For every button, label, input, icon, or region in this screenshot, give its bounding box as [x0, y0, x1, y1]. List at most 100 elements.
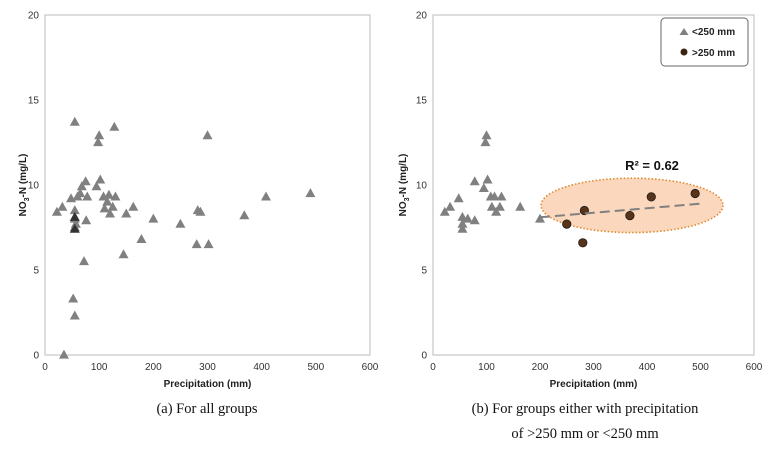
data-point	[261, 191, 271, 201]
data-point	[68, 293, 79, 303]
data-point	[95, 174, 106, 184]
data-point	[82, 191, 93, 201]
data-point	[79, 256, 89, 266]
data-point	[107, 201, 118, 211]
data-point	[69, 205, 80, 215]
data-point	[562, 219, 572, 229]
data-point	[515, 201, 526, 211]
x-tick-label: 500	[307, 362, 324, 373]
data-point	[453, 193, 464, 203]
data-point	[486, 201, 497, 211]
data-point	[469, 176, 480, 186]
y-tick-label: 5	[421, 266, 427, 277]
data-point	[239, 210, 250, 220]
data-point	[175, 218, 186, 228]
legend-label-above-250: >250 mm	[692, 48, 735, 59]
data-point	[481, 130, 492, 140]
data-point	[445, 201, 456, 211]
data-point	[578, 238, 588, 248]
data-points-a	[51, 116, 316, 359]
data-point	[118, 249, 129, 259]
x-axis-title-a: Precipitation (mm)	[164, 379, 252, 390]
x-tick-label: 600	[362, 362, 379, 373]
y-tick-label: 20	[416, 11, 428, 22]
x-tick-label: 600	[746, 362, 763, 373]
data-point	[80, 176, 91, 186]
data-point	[489, 191, 500, 201]
x-tick-label: 100	[478, 362, 495, 373]
x-tick-labels-a: 0 100 200 300 400 500 600	[42, 362, 379, 373]
data-point	[457, 211, 468, 221]
legend-label-below-250: <250 mm	[692, 27, 735, 38]
data-point	[491, 206, 502, 216]
y-tick-label: 10	[28, 181, 40, 192]
r-squared-label: R² = 0.62	[625, 158, 679, 173]
data-point	[70, 218, 81, 228]
data-point	[478, 183, 489, 192]
data-point	[136, 234, 147, 243]
data-point	[75, 188, 86, 198]
data-point	[81, 215, 92, 225]
y-tick-label: 20	[28, 11, 40, 22]
data-point	[102, 196, 113, 206]
legend: <250 mm >250 mm	[660, 17, 749, 67]
data-point	[457, 223, 468, 233]
y-axis-title-a: NO3-N (mg/L)	[18, 154, 31, 217]
data-point	[69, 116, 80, 126]
data-point	[462, 213, 473, 223]
x-axis-title-b: Precipitation (mm)	[550, 379, 638, 390]
legend-marker-below-250	[679, 28, 689, 35]
data-point	[195, 206, 206, 216]
data-point	[480, 137, 491, 147]
plot-area-b	[432, 14, 755, 356]
data-point	[202, 130, 213, 140]
data-point	[69, 310, 80, 320]
data-point	[109, 121, 120, 131]
x-tick-label: 200	[145, 362, 162, 373]
data-point	[625, 211, 635, 221]
data-point	[148, 213, 159, 223]
data-point	[457, 218, 468, 228]
plot-area-a	[44, 14, 371, 356]
data-point	[69, 211, 80, 221]
y-tick-labels-a: 0 5 10 15 20	[28, 11, 40, 362]
x-tick-label: 100	[91, 362, 108, 373]
x-tick-label: 300	[585, 362, 602, 373]
data-point	[103, 189, 114, 199]
caption-b-line-1: (b) For groups either with precipitation	[471, 401, 699, 417]
data-point	[121, 208, 132, 218]
data-point	[99, 203, 110, 213]
data-point	[128, 201, 139, 211]
data-point	[203, 239, 214, 249]
data-point	[91, 181, 102, 191]
data-point	[535, 213, 545, 223]
data-point	[646, 192, 656, 202]
y-tick-label: 5	[33, 266, 39, 277]
y-tick-labels-b: 0 5 10 15 20	[416, 11, 428, 362]
data-point	[305, 188, 316, 198]
trendline	[539, 202, 701, 219]
y-tick-label: 10	[416, 181, 428, 192]
caption-a: (a) For all groups	[156, 401, 258, 417]
x-tick-labels-b: 0 100 200 300 400 500 600	[430, 362, 763, 373]
data-point	[482, 174, 493, 184]
data-point	[51, 206, 62, 216]
x-tick-label: 400	[253, 362, 270, 373]
highlight-ellipse	[540, 177, 724, 234]
data-point	[469, 215, 480, 225]
data-point	[105, 208, 115, 218]
data-point	[93, 137, 104, 147]
y-tick-label: 15	[28, 96, 40, 107]
data-point	[58, 349, 69, 359]
data-point	[496, 191, 507, 201]
y-tick-label: 0	[33, 351, 39, 362]
x-tick-label: 0	[430, 362, 436, 373]
data-point	[94, 130, 105, 140]
data-point	[191, 239, 202, 249]
data-point	[76, 181, 87, 191]
y-tick-label: 15	[416, 96, 428, 107]
data-point	[69, 223, 80, 233]
data-point	[110, 191, 121, 201]
x-tick-label: 500	[692, 362, 709, 373]
